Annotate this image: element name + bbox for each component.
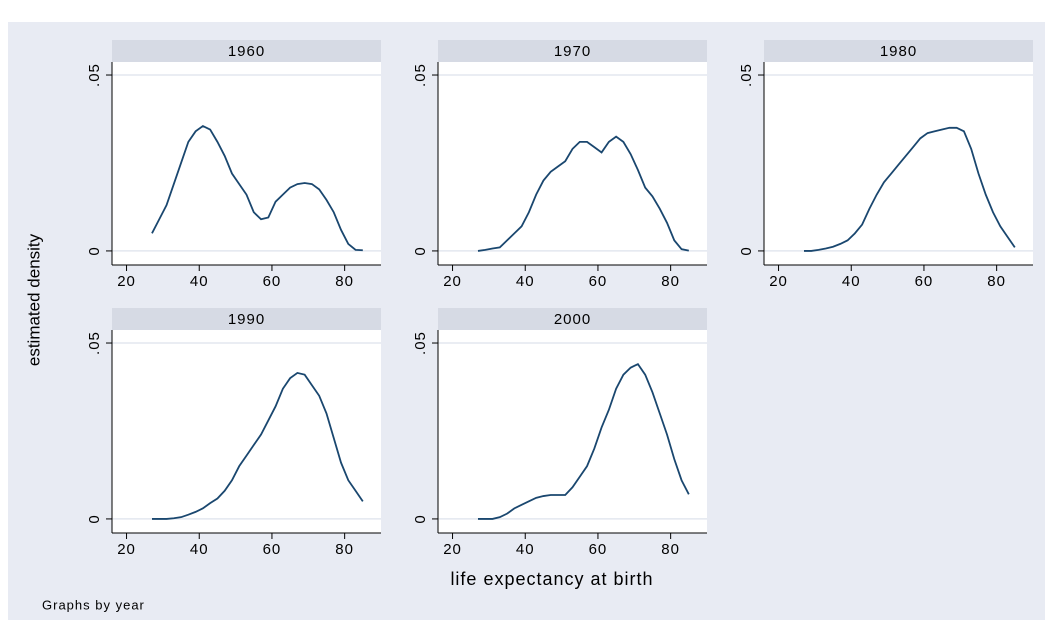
panel-header bbox=[764, 40, 1033, 62]
panel-title: 1960 bbox=[228, 43, 265, 60]
density-line bbox=[151, 124, 363, 252]
y-tick-label: .05 bbox=[86, 331, 103, 355]
panel-title: 2000 bbox=[554, 311, 591, 328]
panel-header bbox=[112, 308, 381, 330]
x-tick-label: 20 bbox=[443, 273, 462, 290]
x-tick-label: 20 bbox=[117, 541, 136, 558]
x-tick-label: 80 bbox=[661, 273, 680, 290]
y-tick-label: .05 bbox=[412, 331, 429, 355]
plot-area bbox=[112, 62, 381, 265]
x-tick-label: 60 bbox=[589, 541, 608, 558]
x-tick-label: 40 bbox=[516, 541, 535, 558]
x-axis-title: life expectancy at birth bbox=[450, 569, 653, 589]
y-tick-label: 0 bbox=[412, 246, 429, 255]
x-tick-label: 40 bbox=[190, 273, 209, 290]
panel-title: 1970 bbox=[554, 43, 591, 60]
x-tick-label: 80 bbox=[335, 541, 354, 558]
x-tick-label: 60 bbox=[589, 273, 608, 290]
panel-header bbox=[438, 308, 707, 330]
x-tick-label: 60 bbox=[263, 541, 282, 558]
plot-area bbox=[438, 62, 707, 265]
x-tick-label: 60 bbox=[915, 273, 934, 290]
note: Graphs by year bbox=[42, 597, 145, 612]
y-tick-label: .05 bbox=[412, 63, 429, 87]
plot-area bbox=[438, 330, 707, 533]
density-line bbox=[477, 135, 689, 252]
y-tick-label: .05 bbox=[738, 63, 755, 87]
x-tick-label: 20 bbox=[117, 273, 136, 290]
plot-area bbox=[112, 330, 381, 533]
x-tick-label: 80 bbox=[987, 273, 1006, 290]
y-tick-label: 0 bbox=[738, 246, 755, 255]
x-tick-label: 40 bbox=[190, 541, 209, 558]
density-line bbox=[477, 362, 690, 520]
x-tick-label: 80 bbox=[335, 273, 354, 290]
x-tick-label: 80 bbox=[661, 541, 680, 558]
y-tick-label: 0 bbox=[86, 514, 103, 523]
y-axis-title: estimated density bbox=[24, 233, 43, 366]
y-tick-label: 0 bbox=[86, 246, 103, 255]
x-tick-label: 20 bbox=[443, 541, 462, 558]
panel-header bbox=[112, 40, 381, 62]
x-tick-label: 60 bbox=[263, 273, 282, 290]
density-line bbox=[151, 371, 364, 520]
panel-title: 1990 bbox=[228, 311, 265, 328]
x-tick-label: 40 bbox=[516, 273, 535, 290]
y-tick-label: .05 bbox=[86, 63, 103, 87]
panel-title: 1980 bbox=[880, 43, 917, 60]
density-line bbox=[803, 126, 1016, 252]
panel-header bbox=[438, 40, 707, 62]
x-tick-label: 40 bbox=[842, 273, 861, 290]
x-tick-label: 20 bbox=[769, 273, 788, 290]
y-tick-label: 0 bbox=[412, 514, 429, 523]
